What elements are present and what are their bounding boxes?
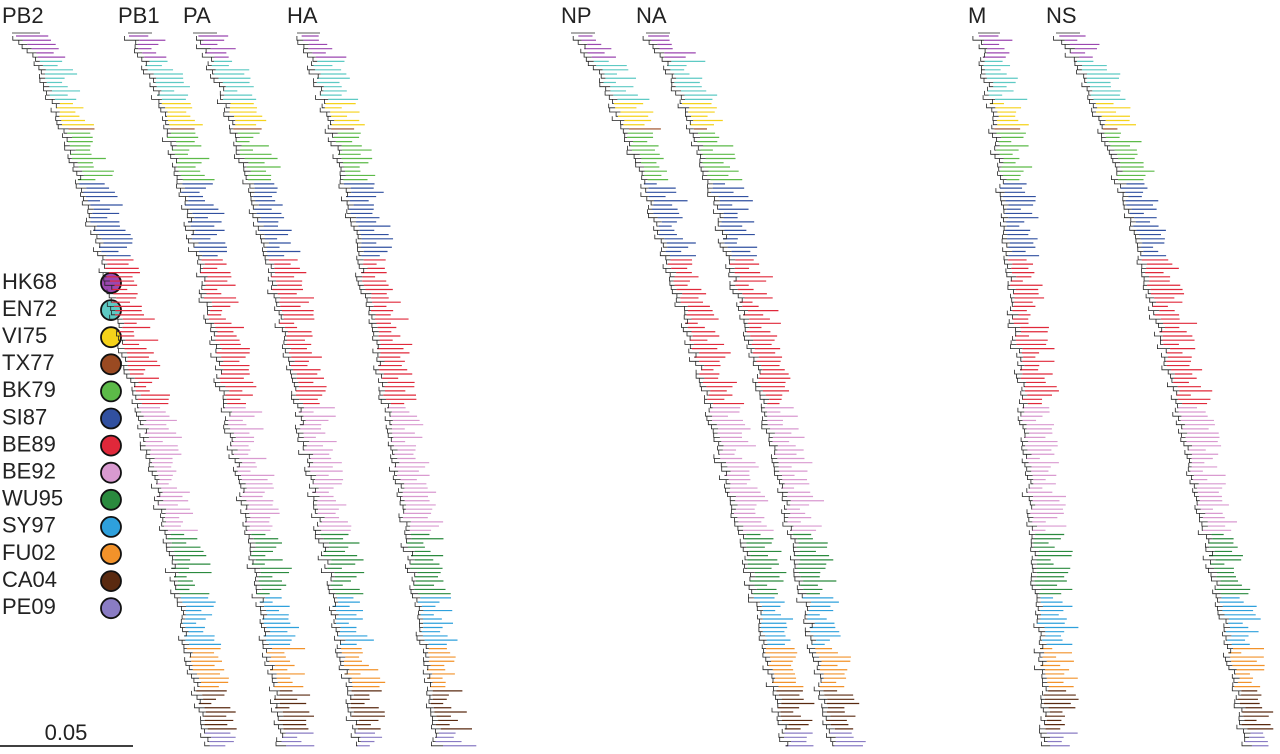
tree-backbone <box>972 36 1051 747</box>
tree-label: NA <box>636 3 667 28</box>
tree-backbone <box>572 36 791 747</box>
legend-swatch <box>100 353 122 376</box>
legend-label: SY97 <box>2 513 56 538</box>
legend-label: PE09 <box>2 594 56 619</box>
tree-label: HA <box>287 3 318 28</box>
legend-label: SI87 <box>2 404 47 429</box>
tree-label: PB2 <box>2 3 44 28</box>
legend-swatch <box>100 407 122 430</box>
legend-swatch <box>100 434 122 457</box>
tree-backbone <box>12 36 212 747</box>
tree-backbone <box>124 36 286 747</box>
legend-swatch <box>100 488 122 511</box>
scale-bar-label: 0.05 <box>45 720 88 745</box>
legend-label: TX77 <box>2 350 55 375</box>
legend-label: BE92 <box>2 459 56 484</box>
legend-swatch <box>100 516 122 538</box>
legend-label: FU02 <box>2 540 56 565</box>
tree-backbone <box>196 36 361 747</box>
legend-swatch <box>100 326 122 349</box>
tree-backbone <box>296 36 443 747</box>
legend-swatch <box>100 461 122 484</box>
tree-label: NS <box>1046 3 1077 28</box>
legend-label: VI75 <box>2 323 47 348</box>
legend-label: HK68 <box>2 269 57 294</box>
legend-swatch <box>100 380 122 403</box>
tree-label: PB1 <box>118 3 160 28</box>
legend-swatch <box>100 543 122 565</box>
tree-label: PA <box>183 3 211 28</box>
legend-swatch <box>100 597 122 620</box>
tree-label: NP <box>561 3 592 28</box>
legend-label: BE89 <box>2 431 56 456</box>
legend-swatch <box>100 570 122 592</box>
tree-backbone <box>642 36 836 747</box>
legend-label: BK79 <box>2 377 56 402</box>
legend-label: WU95 <box>2 486 63 511</box>
legend-label: EN72 <box>2 296 57 321</box>
tree-label: M <box>968 3 986 28</box>
tree-backbone <box>1053 36 1252 747</box>
legend-label: CA04 <box>2 567 57 592</box>
